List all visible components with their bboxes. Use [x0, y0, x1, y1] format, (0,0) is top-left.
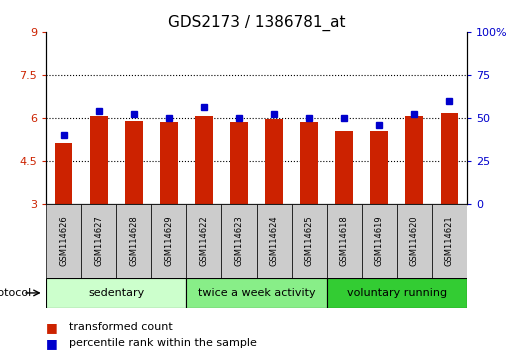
Text: GSM114623: GSM114623 — [234, 215, 244, 266]
Bar — [336, 131, 353, 204]
Bar — [327, 278, 467, 308]
Bar — [432, 204, 467, 278]
Text: voluntary running: voluntary running — [347, 288, 447, 298]
Bar — [327, 204, 362, 278]
Bar — [46, 204, 81, 278]
Text: GSM114622: GSM114622 — [200, 215, 208, 266]
Bar — [256, 204, 291, 278]
Bar — [186, 204, 222, 278]
Text: GSM114629: GSM114629 — [164, 215, 173, 266]
Bar — [300, 122, 318, 204]
Bar — [151, 204, 186, 278]
Text: protocol: protocol — [0, 288, 31, 298]
Bar — [195, 116, 213, 204]
Text: sedentary: sedentary — [88, 288, 144, 298]
Text: GSM114624: GSM114624 — [269, 215, 279, 266]
Text: GSM114620: GSM114620 — [410, 215, 419, 266]
Bar — [222, 204, 256, 278]
Text: GSM114627: GSM114627 — [94, 215, 103, 266]
Text: GSM114626: GSM114626 — [59, 215, 68, 266]
Text: GSM114618: GSM114618 — [340, 215, 349, 266]
Bar — [370, 131, 388, 204]
Text: GSM114628: GSM114628 — [129, 215, 139, 266]
Bar — [55, 143, 72, 204]
Bar — [116, 204, 151, 278]
Text: GSM114625: GSM114625 — [305, 215, 313, 266]
Bar — [46, 278, 186, 308]
Text: ■: ■ — [46, 337, 58, 350]
Title: GDS2173 / 1386781_at: GDS2173 / 1386781_at — [168, 14, 345, 30]
Bar — [291, 204, 327, 278]
Bar — [362, 204, 397, 278]
Text: GSM114619: GSM114619 — [374, 215, 384, 266]
Text: percentile rank within the sample: percentile rank within the sample — [69, 338, 257, 348]
Bar — [81, 204, 116, 278]
Bar — [405, 116, 423, 204]
Bar — [90, 116, 108, 204]
Text: transformed count: transformed count — [69, 322, 173, 332]
Text: GSM114621: GSM114621 — [445, 215, 454, 266]
Bar — [397, 204, 432, 278]
Bar — [160, 122, 177, 204]
Bar — [186, 278, 327, 308]
Text: ■: ■ — [46, 321, 58, 334]
Bar — [125, 121, 143, 204]
Bar — [441, 113, 458, 204]
Bar — [230, 122, 248, 204]
Text: twice a week activity: twice a week activity — [198, 288, 315, 298]
Bar — [265, 119, 283, 204]
